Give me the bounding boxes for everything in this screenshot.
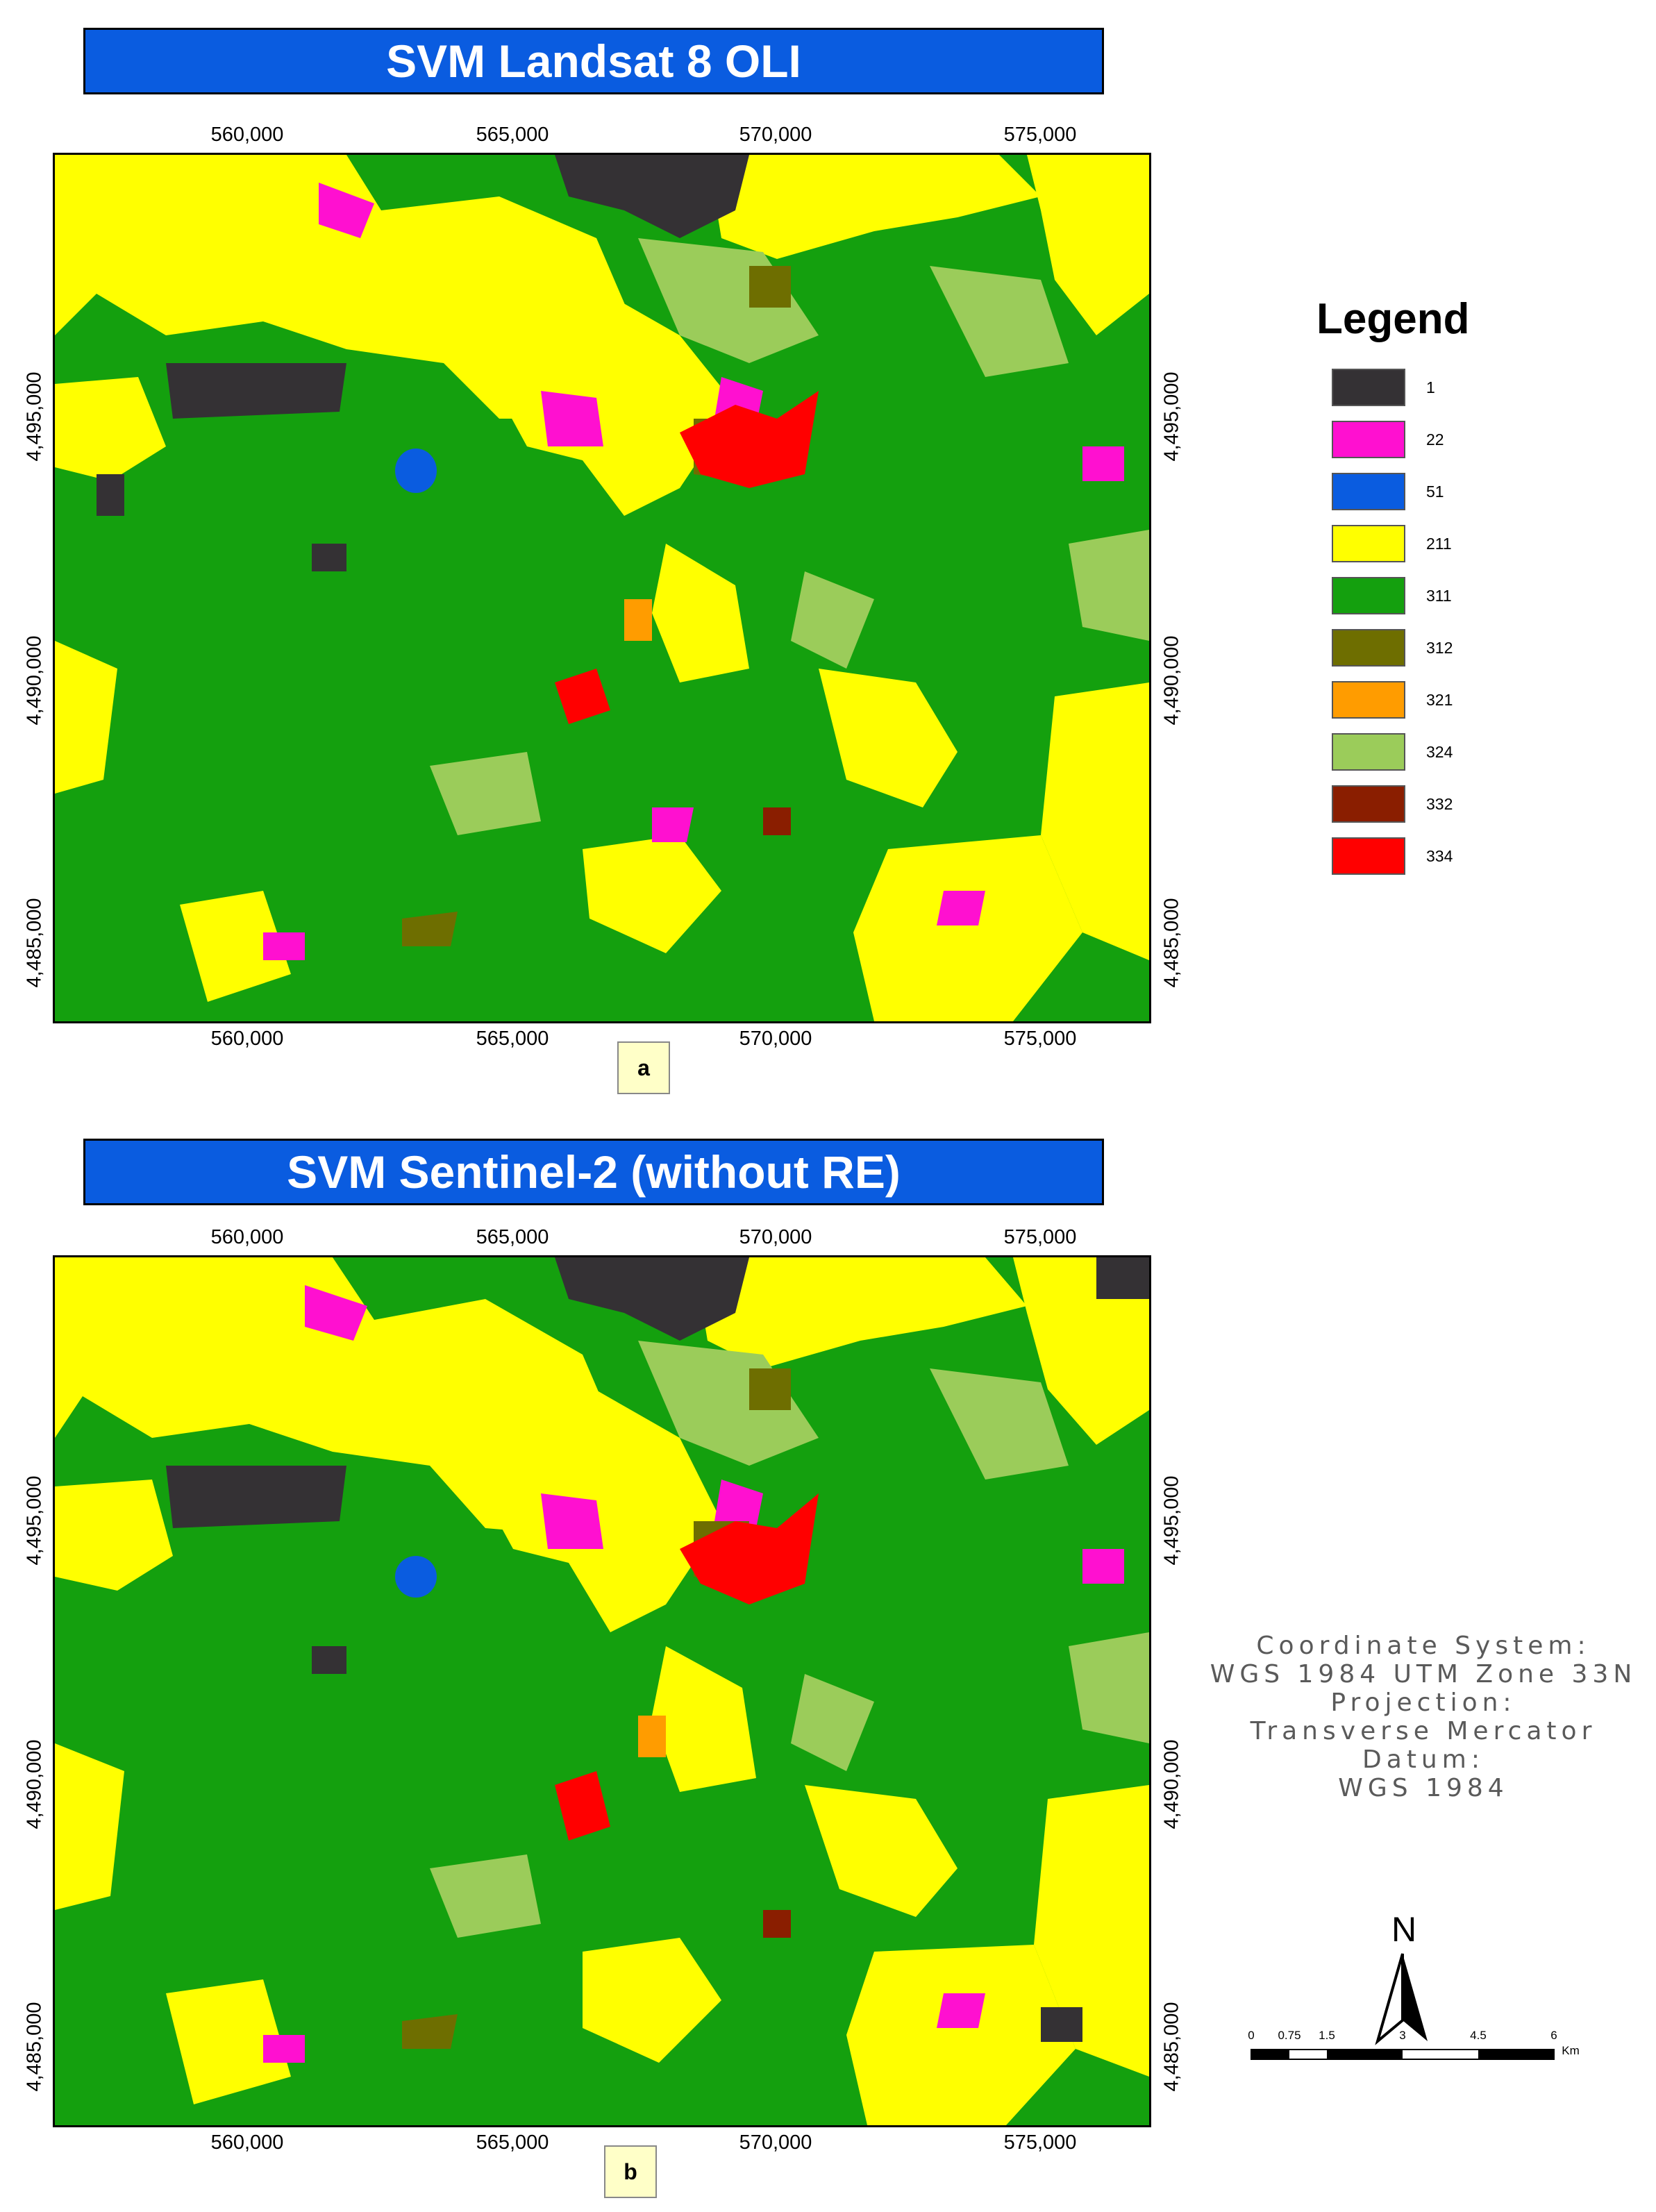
tick-x-top: 565,000 [476, 1226, 549, 1248]
tick-x-bottom: 570,000 [739, 1028, 812, 1050]
tick-y-left: 4,495,000 [23, 1475, 46, 1566]
tick-y-right: 4,490,000 [1160, 635, 1183, 726]
coord-line: WGS 1984 UTM Zone 33N [1210, 1660, 1637, 1689]
legend-swatch [1332, 577, 1405, 614]
tick-y-left: 4,490,000 [23, 1739, 46, 1829]
tick-x-bottom: 560,000 [210, 1028, 284, 1050]
tick-y-left: 4,495,000 [23, 371, 46, 462]
panel-a-title: SVM Landsat 8 OLI [83, 28, 1104, 94]
tick-y-right: 4,495,000 [1160, 371, 1183, 462]
tick-x-top: 575,000 [1003, 124, 1077, 146]
tick-x-bottom: 565,000 [476, 2131, 549, 2154]
tick-y-left: 4,485,000 [23, 2002, 46, 2092]
legend-label: 334 [1426, 846, 1453, 865]
legend-item: 334 [1332, 837, 1453, 875]
scale-bar [1251, 2049, 1555, 2060]
tick-x-top: 570,000 [739, 1226, 812, 1248]
tick-y-left: 4,490,000 [23, 635, 46, 726]
coord-line: Projection: [1330, 1689, 1516, 1717]
legend-item: 312 [1332, 628, 1453, 667]
tick-x-bottom: 570,000 [739, 2131, 812, 2154]
tick-x-bottom: 575,000 [1003, 1028, 1077, 1050]
tick-y-right: 4,490,000 [1160, 1739, 1183, 1829]
legend-item: 22 [1332, 420, 1444, 459]
legend-label: 1 [1426, 378, 1435, 396]
legend-swatch [1332, 785, 1405, 823]
scale-tick-label: 0 [1248, 2029, 1255, 2042]
legend-label: 324 [1426, 742, 1453, 761]
legend-label: 311 [1426, 586, 1452, 605]
legend-swatch [1332, 629, 1405, 667]
land-cover-map-b [55, 1257, 1149, 2125]
tick-x-top: 560,000 [210, 1226, 284, 1248]
scale-tick-label: 3 [1399, 2029, 1406, 2042]
panel-a-label: a [617, 1041, 670, 1094]
tick-y-left: 4,485,000 [23, 898, 46, 988]
legend-swatch [1332, 681, 1405, 719]
tick-x-bottom: 560,000 [210, 2131, 284, 2154]
legend-item: 211 [1332, 524, 1452, 563]
legend-swatch [1332, 525, 1405, 562]
legend-label: 312 [1426, 638, 1453, 657]
legend-title: Legend [1316, 295, 1470, 343]
tick-y-right: 4,495,000 [1160, 1475, 1183, 1566]
tick-x-top: 575,000 [1003, 1226, 1077, 1248]
legend-item: 311 [1332, 576, 1452, 615]
scale-tick-label: 0.75 [1278, 2029, 1301, 2042]
legend-label: 22 [1426, 430, 1444, 449]
legend-swatch [1332, 473, 1405, 510]
legend-label: 211 [1426, 534, 1452, 553]
scale-tick-label: 4.5 [1470, 2029, 1487, 2042]
scale-tick-label: 1.5 [1319, 2029, 1335, 2042]
legend-item: 1 [1332, 368, 1435, 407]
legend-label: 321 [1426, 690, 1453, 709]
coord-line: Transverse Mercator [1250, 1717, 1597, 1745]
legend-label: 332 [1426, 794, 1453, 813]
legend-item: 332 [1332, 785, 1453, 823]
legend-swatch [1332, 369, 1405, 406]
coord-line: Coordinate System: [1256, 1632, 1591, 1660]
north-arrow-icon [1375, 1953, 1428, 2045]
legend-swatch [1332, 421, 1405, 458]
legend-item: 51 [1332, 472, 1444, 511]
land-cover-map-a [55, 155, 1149, 1021]
panel-a-title-text: SVM Landsat 8 OLI [386, 35, 801, 87]
coord-line: WGS 1984 [1338, 1774, 1509, 1802]
coordinate-system-info: Coordinate System: WGS 1984 UTM Zone 33N… [1194, 1632, 1653, 1802]
legend-label: 51 [1426, 482, 1444, 501]
legend-swatch [1332, 837, 1405, 875]
panel-b-title-text: SVM Sentinel-2 (without RE) [287, 1146, 901, 1198]
map-panel-a [53, 153, 1151, 1023]
coord-line: Datum: [1362, 1745, 1484, 1774]
tick-y-right: 4,485,000 [1160, 898, 1183, 988]
tick-x-bottom: 575,000 [1003, 2131, 1077, 2154]
north-arrow-label: N [1391, 1910, 1417, 1949]
tick-y-right: 4,485,000 [1160, 2002, 1183, 2092]
scale-tick-label: 6 [1550, 2029, 1557, 2042]
panel-b-title: SVM Sentinel-2 (without RE) [83, 1139, 1104, 1205]
scale-unit-label: Km [1562, 2044, 1580, 2057]
tick-x-top: 560,000 [210, 124, 284, 146]
tick-x-bottom: 565,000 [476, 1028, 549, 1050]
legend-item: 321 [1332, 680, 1453, 719]
map-panel-b [53, 1255, 1151, 2127]
tick-x-top: 565,000 [476, 124, 549, 146]
panel-b-label: b [604, 2145, 657, 2198]
legend-item: 324 [1332, 732, 1453, 771]
legend-swatch [1332, 733, 1405, 771]
tick-x-top: 570,000 [739, 124, 812, 146]
